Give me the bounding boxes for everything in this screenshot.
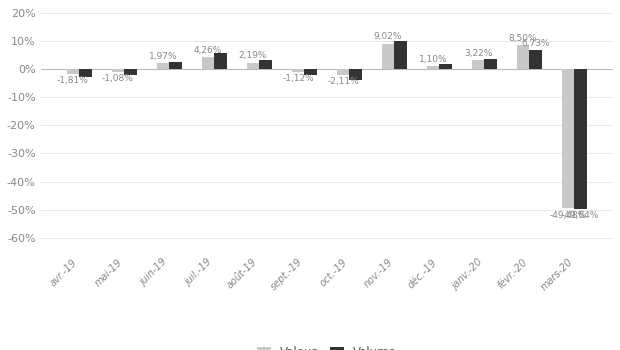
Bar — [66, 69, 79, 74]
Bar — [79, 69, 92, 77]
Bar — [574, 69, 587, 209]
Text: -49,48%: -49,48% — [549, 211, 587, 219]
Bar — [215, 54, 227, 69]
Bar — [427, 66, 440, 69]
Bar — [394, 41, 407, 69]
Bar — [202, 57, 215, 69]
Text: 8,50%: 8,50% — [509, 34, 538, 43]
Bar — [484, 59, 497, 69]
Bar — [259, 60, 272, 69]
Text: 1,10%: 1,10% — [418, 55, 448, 64]
Legend: Valeur, Volume: Valeur, Volume — [252, 341, 402, 350]
Bar — [112, 69, 124, 72]
Bar — [382, 43, 394, 69]
Bar — [304, 69, 317, 75]
Bar — [291, 69, 304, 72]
Bar — [472, 60, 484, 69]
Bar — [247, 63, 259, 69]
Bar — [349, 69, 362, 79]
Text: 4,26%: 4,26% — [194, 46, 222, 55]
Bar — [337, 69, 349, 75]
Text: -2,11%: -2,11% — [327, 77, 359, 86]
Text: 2,19%: 2,19% — [239, 51, 267, 61]
Text: 1,97%: 1,97% — [149, 52, 177, 61]
Text: -1,81%: -1,81% — [57, 76, 89, 85]
Text: -1,08%: -1,08% — [102, 74, 134, 83]
Text: 9,02%: 9,02% — [374, 32, 402, 41]
Bar — [169, 62, 182, 69]
Text: 3,22%: 3,22% — [464, 49, 492, 58]
Bar — [529, 50, 542, 69]
Bar — [517, 45, 529, 69]
Text: -1,12%: -1,12% — [282, 74, 314, 83]
Text: 6,73%: 6,73% — [521, 39, 550, 48]
Bar — [440, 64, 452, 69]
Bar — [124, 69, 137, 75]
Bar — [157, 63, 169, 69]
Text: -49,64%: -49,64% — [562, 211, 600, 220]
Bar — [562, 69, 574, 208]
